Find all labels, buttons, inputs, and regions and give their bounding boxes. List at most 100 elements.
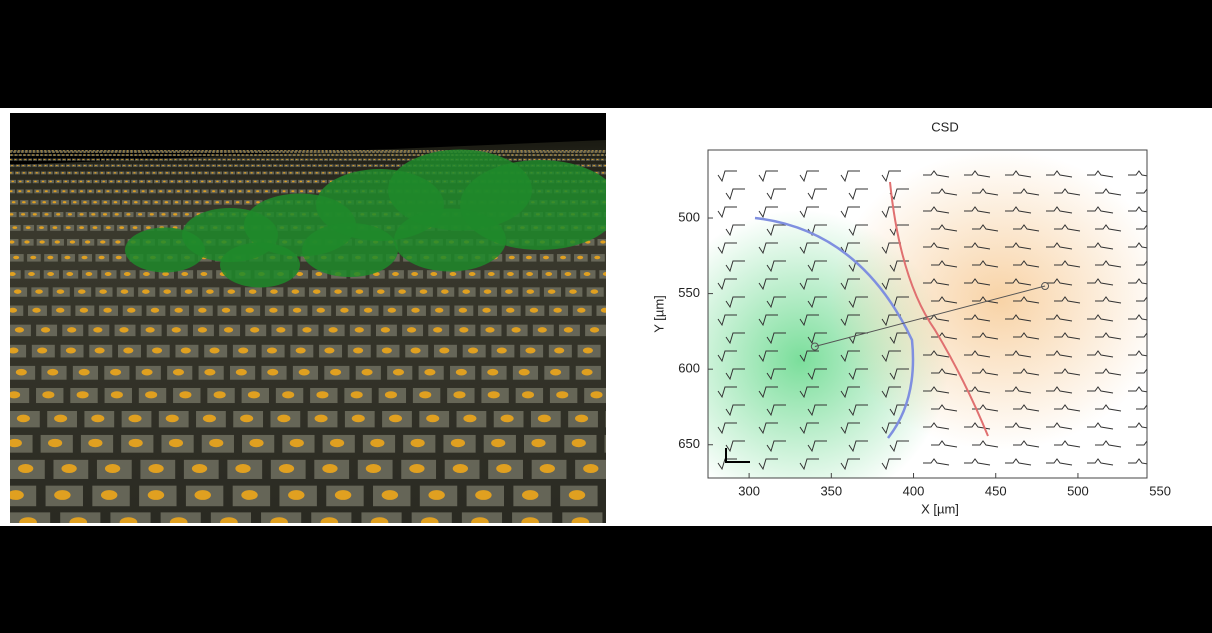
electrode	[33, 213, 37, 215]
electrode	[58, 155, 60, 156]
electrode	[169, 439, 183, 447]
electrode	[194, 159, 196, 160]
electrode	[572, 155, 574, 156]
electrode	[501, 152, 502, 153]
electrode	[19, 155, 21, 156]
electrode	[471, 517, 489, 527]
electrode	[295, 152, 296, 153]
electrode-tile	[373, 540, 416, 564]
electrode-tile	[105, 540, 148, 564]
electrode	[73, 159, 75, 160]
electrode	[309, 172, 311, 173]
electrode	[178, 152, 179, 153]
electrode	[499, 155, 501, 156]
electrode	[193, 181, 196, 183]
electrode	[248, 152, 249, 153]
electrode	[214, 391, 226, 398]
electrode	[101, 172, 103, 173]
electrode	[311, 150, 312, 151]
electrode	[27, 181, 30, 183]
electrode	[550, 369, 561, 376]
electrode	[42, 391, 54, 398]
electrode	[583, 152, 584, 153]
electrode	[411, 439, 425, 447]
electrode	[397, 150, 398, 151]
electrode	[269, 181, 272, 183]
electrode	[423, 152, 424, 153]
electrode	[172, 150, 173, 151]
electrode	[302, 327, 311, 332]
electrode	[352, 415, 365, 423]
electrode	[73, 201, 77, 203]
electrode	[577, 150, 578, 151]
electrode	[334, 152, 335, 153]
electrode	[353, 348, 363, 354]
electrode	[584, 272, 591, 276]
electrode	[175, 159, 177, 160]
electrode	[93, 327, 102, 332]
electrode	[441, 289, 449, 293]
electrode	[706, 545, 725, 556]
electrode	[270, 172, 272, 173]
electrode	[450, 272, 457, 276]
electrode	[217, 150, 218, 151]
electrode	[179, 150, 180, 151]
electrode	[177, 190, 180, 192]
electrode	[21, 152, 22, 153]
electrode	[68, 213, 72, 215]
electrode	[488, 272, 495, 276]
electrode	[179, 159, 181, 160]
electrode	[78, 150, 79, 151]
electrode	[496, 464, 511, 473]
electrode	[134, 165, 136, 166]
electrode	[57, 289, 65, 293]
electrode	[257, 159, 259, 160]
electrode	[23, 172, 25, 173]
electrode	[564, 327, 573, 332]
electrode	[255, 155, 257, 156]
electrode	[597, 159, 599, 160]
electrode	[84, 152, 85, 153]
electrode	[272, 159, 274, 160]
electrode	[127, 308, 135, 313]
electrode	[123, 152, 124, 153]
electrode	[580, 152, 581, 153]
electrode	[67, 327, 76, 332]
electrode	[491, 439, 505, 447]
electrode	[592, 159, 594, 160]
electrode	[221, 152, 222, 153]
electrode	[155, 181, 158, 183]
electrode	[572, 439, 586, 447]
electrode	[431, 150, 432, 151]
electrode	[544, 152, 545, 153]
electrode	[224, 181, 227, 183]
electrode	[120, 172, 122, 173]
electrode	[92, 152, 93, 153]
electrode	[603, 152, 604, 153]
electrode	[80, 213, 84, 215]
electrode	[80, 308, 88, 313]
electrode	[81, 172, 83, 173]
electrode	[73, 165, 75, 166]
electrode	[296, 165, 298, 166]
electrode	[196, 165, 198, 166]
electrode	[383, 155, 385, 156]
electrode	[212, 155, 214, 156]
electrode	[330, 439, 344, 447]
y-axis-label: Y [µm]	[651, 295, 666, 333]
electrode	[222, 545, 241, 556]
electrode	[57, 152, 58, 153]
electrode	[583, 348, 593, 354]
electrode	[334, 289, 342, 293]
electrode	[37, 150, 38, 151]
electrode	[427, 152, 428, 153]
electrode	[79, 226, 84, 229]
electrode	[195, 490, 211, 500]
electrode	[375, 155, 377, 156]
electrode	[97, 159, 99, 160]
electrode	[89, 190, 92, 192]
electrode	[48, 439, 62, 447]
electrode	[103, 201, 107, 203]
electrode	[548, 159, 550, 160]
electrode	[519, 369, 530, 376]
